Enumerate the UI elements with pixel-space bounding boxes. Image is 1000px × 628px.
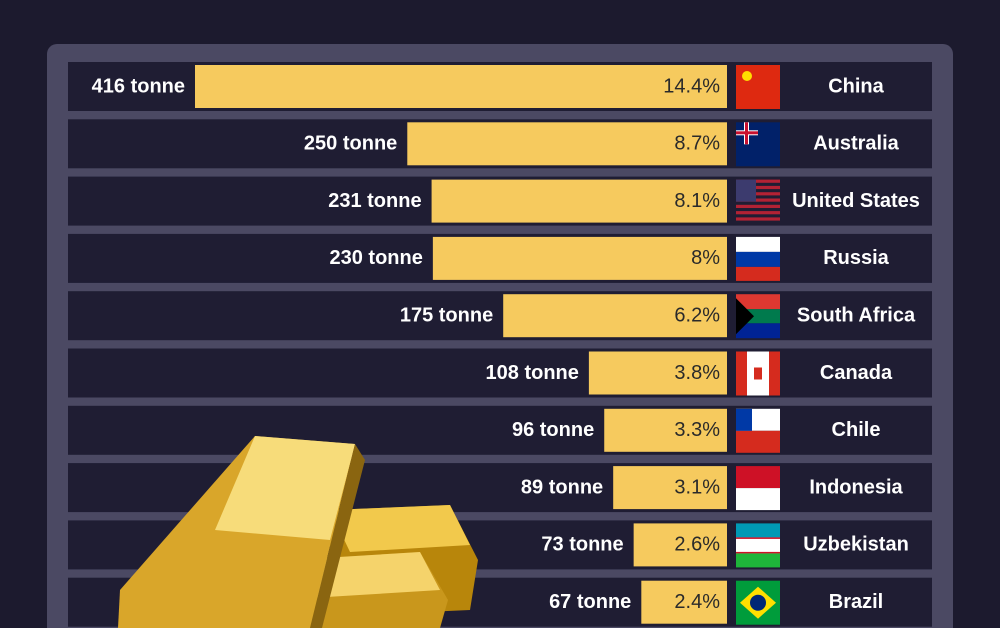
flag-part [736,65,780,109]
flag [736,294,780,339]
bar [604,408,727,452]
flag [736,523,780,568]
flag-part [736,204,780,208]
bar [633,523,727,567]
flag [736,122,780,167]
bar [432,236,727,280]
bar [431,179,727,223]
flag-part [736,408,752,431]
category-label: China [828,75,884,97]
category-label: Uzbekistan [803,534,909,556]
flag-part [736,198,780,202]
flag-part [736,323,780,339]
gold-bars-illustration [118,436,478,628]
category-label: South Africa [797,304,916,326]
flag-part [736,488,780,511]
flag-part [736,294,780,310]
bar [588,351,727,395]
flag-part [736,523,780,538]
flag-part [742,71,752,81]
share-label: 2.4% [674,591,720,613]
flag [736,466,780,511]
category-label: Chile [832,419,881,441]
category-label: Australia [813,133,899,155]
flag-part [736,551,780,554]
flag-part [769,351,780,396]
flag [736,580,780,625]
bar [195,65,727,108]
share-label: 8.7% [674,133,720,155]
share-label: 8% [691,247,720,269]
flag-part [736,537,780,554]
flag [736,236,780,281]
flag-part [736,211,780,215]
flag-part [736,351,747,396]
row-background [68,348,932,398]
flag-part [736,179,756,202]
flag [736,65,780,109]
value-label: 416 tonne [92,75,185,97]
bar [407,122,727,166]
flag-part [736,537,780,539]
value-label: 230 tonne [330,247,423,269]
value-label: 89 tonne [521,476,603,498]
flag [736,408,780,453]
flag-part [736,266,780,281]
category-label: Russia [823,247,889,269]
flag-part [736,466,780,489]
flag-part [736,430,780,453]
value-label: 231 tonne [328,190,421,212]
flag-part [736,298,754,335]
value-label: 96 tonne [512,419,594,441]
share-label: 2.6% [674,534,720,556]
category-label: Indonesia [809,476,903,498]
flag-part [736,179,780,183]
flag [736,179,780,221]
flag-part [736,553,780,568]
value-label: 108 tonne [486,362,579,384]
value-label: 67 tonne [549,591,631,613]
flag-part [736,122,780,167]
flag [736,351,780,396]
value-label: 73 tonne [541,534,623,556]
flag-part [736,236,780,252]
category-label: Brazil [829,591,883,613]
flag-part [750,594,766,611]
category-label: United States [792,190,920,212]
value-label: 250 tonne [304,133,397,155]
flag-part [736,217,780,221]
share-label: 14.4% [663,75,720,97]
share-label: 3.1% [674,476,720,498]
share-label: 3.8% [674,362,720,384]
bar [503,294,727,338]
row-background [68,405,932,455]
share-label: 3.3% [674,419,720,441]
flag-part [736,185,780,190]
bar [641,580,727,624]
bar [613,466,727,510]
row-background [68,291,932,341]
share-label: 8.1% [674,190,720,212]
flag-part [754,367,762,380]
category-label: Canada [820,362,893,384]
share-label: 6.2% [674,304,720,326]
flag-part [745,122,748,145]
flag-part [736,251,780,267]
value-label: 175 tonne [400,304,493,326]
flag-part [736,192,780,196]
